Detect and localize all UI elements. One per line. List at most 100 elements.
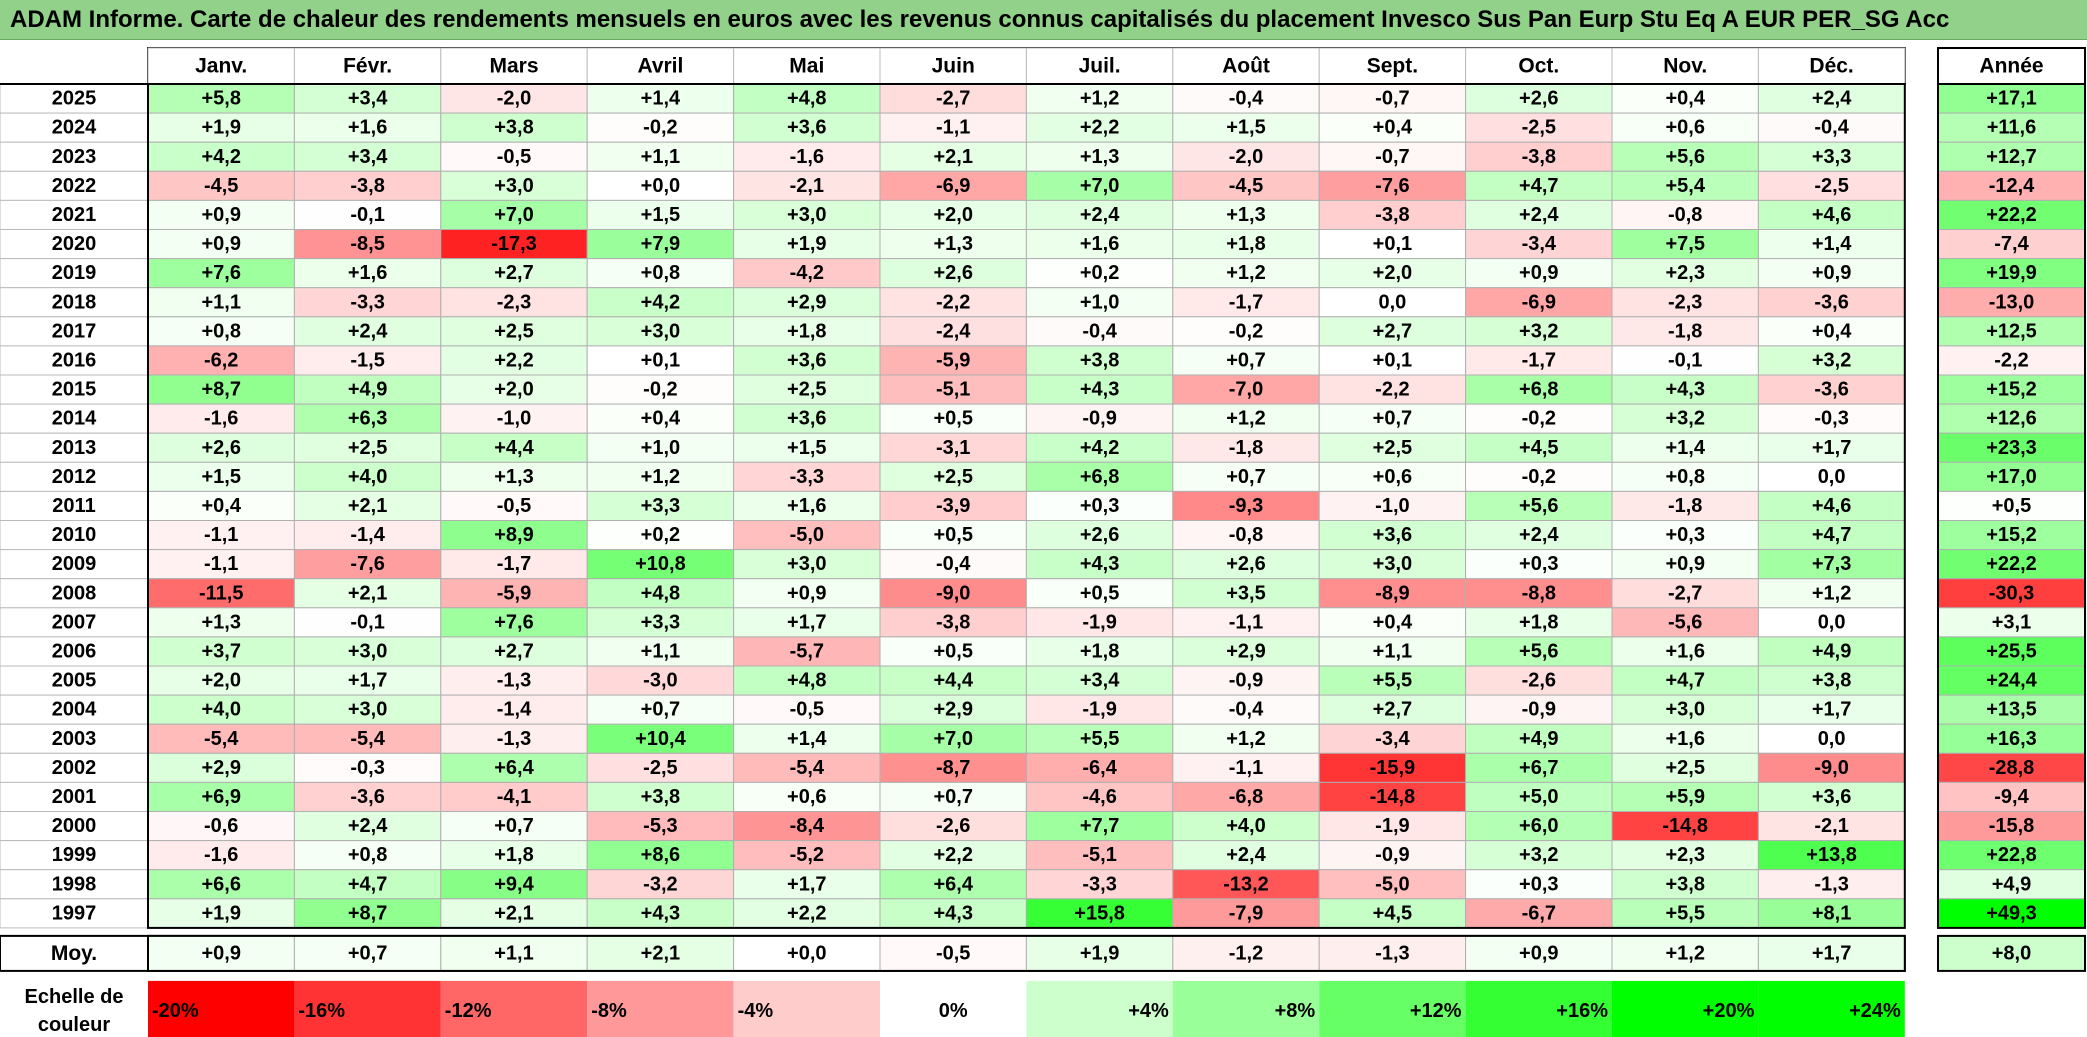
heatmap-cell: [586, 287, 735, 318]
heatmap-cell: [1025, 665, 1174, 696]
cell-value: +4,7: [348, 873, 387, 895]
year-label: 2006: [52, 640, 97, 662]
cell-value: +2,6: [1519, 88, 1558, 110]
heatmap-cell: [733, 287, 881, 318]
cell-value: -2,5: [643, 757, 677, 779]
cell-value: +2,1: [933, 146, 972, 168]
heatmap-cell: [1611, 229, 1759, 260]
heatmap-cell: [733, 811, 881, 842]
scale-label: 0%: [939, 1000, 968, 1022]
cell-value: +4,6: [1812, 204, 1851, 226]
heatmap-cell: [1025, 141, 1174, 172]
average-value: +1,1: [494, 942, 533, 964]
heatmap-cell: [1025, 345, 1174, 376]
heatmap-cell: [1465, 287, 1613, 318]
year-label-cell: [0, 898, 149, 929]
annual-value: +11,6: [1987, 117, 2037, 139]
year-label-cell: [0, 869, 149, 900]
heatmap-cell: [1025, 520, 1174, 551]
cell-value: +1,0: [641, 437, 680, 459]
heatmap-cell: [879, 490, 1027, 521]
cell-value: -1,5: [350, 349, 384, 371]
cell-value: +8,7: [201, 379, 240, 401]
cell-value: +2,0: [494, 379, 533, 401]
cell-value: -5,3: [643, 815, 677, 837]
year-label: 2022: [52, 175, 97, 197]
heatmap-cell: [1172, 869, 1320, 900]
cell-value: -1,8: [1668, 495, 1702, 517]
year-label: 2007: [52, 611, 97, 633]
annual-value: -13,0: [1989, 291, 2035, 313]
cell-value: +4,2: [1080, 437, 1119, 459]
cell-value: +1,2: [1226, 728, 1265, 750]
cell-value: +0,8: [641, 262, 680, 284]
annual-value: -28,8: [1989, 757, 2035, 779]
annual-cell: [1937, 752, 2086, 783]
annual-value: +25,5: [1986, 640, 2037, 662]
cell-value: +2,1: [348, 582, 387, 604]
average-grid-frame: [147, 934, 1906, 972]
heatmap-cell: [733, 723, 881, 754]
cell-value: +1,0: [1080, 291, 1119, 313]
cell-value: -2,2: [1375, 379, 1409, 401]
cell-value: +5,9: [1665, 786, 1704, 808]
heatmap-cell: [1025, 578, 1174, 609]
cell-value: +0,4: [1373, 117, 1413, 139]
annual-cell: [1937, 520, 2086, 551]
cell-value: +3,0: [641, 320, 680, 342]
heatmap-cell: [586, 403, 735, 434]
year-label: 2021: [52, 204, 97, 226]
heatmap-cell: [440, 636, 588, 667]
year-label: 1997: [52, 902, 97, 924]
cell-value: -1,1: [204, 524, 238, 546]
heatmap-cell: [440, 898, 588, 929]
heatmap-cell: [1611, 811, 1759, 842]
heatmap-cell: [1465, 374, 1613, 405]
heatmap-cell: [1465, 665, 1613, 696]
cell-value: -0,2: [643, 379, 677, 401]
cell-value: +0,1: [641, 349, 680, 371]
heatmap-cell: [293, 112, 442, 143]
cell-value: +0,5: [933, 408, 972, 430]
scale-swatch: [880, 980, 1027, 1037]
cell-value: -0,3: [1814, 408, 1848, 430]
heatmap-cell: [879, 549, 1027, 580]
cell-value: -1,1: [936, 117, 970, 139]
heatmap-cell: [1318, 170, 1467, 201]
cell-value: +4,5: [1373, 902, 1412, 924]
cell-value: +1,1: [641, 640, 680, 662]
cell-value: +1,2: [1812, 582, 1851, 604]
heatmap-cell: [586, 694, 735, 725]
heatmap-cell: [293, 83, 442, 114]
cell-value: +2,2: [933, 844, 972, 866]
cell-value: +2,7: [494, 640, 533, 662]
annual-cell: [1937, 403, 2086, 434]
heatmap-cell: [147, 869, 295, 900]
cell-value: +2,9: [787, 291, 826, 313]
heatmap-cell: [293, 287, 442, 318]
heatmap-cell: [1611, 199, 1759, 230]
cell-value: -14,8: [1662, 815, 1708, 837]
cell-value: +3,8: [1080, 349, 1119, 371]
heatmap-cell: [1757, 170, 1906, 201]
cell-value: +0,4: [1373, 611, 1413, 633]
year-label: 2002: [52, 757, 97, 779]
heatmap-cell: [440, 752, 588, 783]
cell-value: +3,2: [1519, 320, 1558, 342]
heatmap-cell: [147, 112, 295, 143]
cell-value: -1,7: [497, 553, 531, 575]
heatmap-cell: [733, 403, 881, 434]
year-label-cell: [0, 694, 149, 725]
scale-swatch: [733, 980, 880, 1037]
year-label: 2009: [52, 553, 97, 575]
cell-value: -8,4: [790, 815, 825, 837]
cell-value: +4,5: [1519, 437, 1558, 459]
cell-value: +2,4: [1519, 204, 1559, 226]
heatmap-cell: [1025, 432, 1174, 463]
cell-value: -1,8: [1229, 437, 1263, 459]
cell-value: 0,0: [1818, 728, 1846, 750]
annual-value: +19,9: [1986, 262, 2037, 284]
cell-value: +4,3: [641, 902, 680, 924]
heatmap-cell: [1611, 869, 1759, 900]
cell-value: -8,7: [936, 757, 970, 779]
